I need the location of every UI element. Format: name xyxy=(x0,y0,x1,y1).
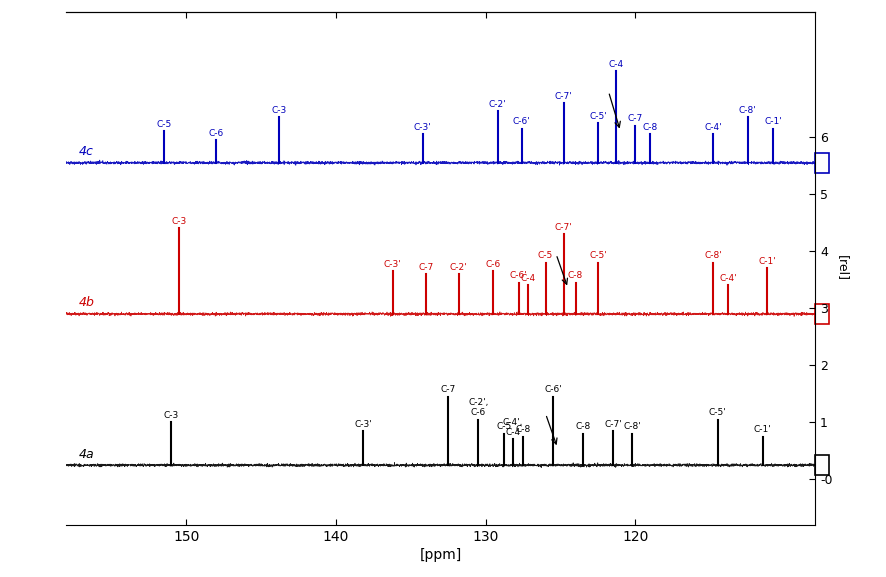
Text: C-3: C-3 xyxy=(271,106,287,115)
Text: C-7: C-7 xyxy=(628,114,643,123)
Text: C-4': C-4' xyxy=(704,123,722,132)
Text: C-5': C-5' xyxy=(709,409,727,417)
Text: C-7: C-7 xyxy=(440,385,456,395)
Text: C-7: C-7 xyxy=(418,263,433,272)
Text: C-2',
C-6: C-2', C-6 xyxy=(468,398,488,417)
Text: 4a: 4a xyxy=(79,448,94,460)
Bar xyxy=(815,153,828,173)
Text: C-2': C-2' xyxy=(489,100,507,109)
Text: C-8: C-8 xyxy=(516,425,531,434)
Text: C-4',
C-4: C-4', C-4 xyxy=(502,418,523,437)
Text: C-4': C-4' xyxy=(719,274,737,283)
Text: C-3: C-3 xyxy=(164,411,179,420)
Text: C-8: C-8 xyxy=(575,422,591,432)
Text: C-3: C-3 xyxy=(171,217,186,226)
Text: 4c: 4c xyxy=(79,145,93,158)
Text: C-1': C-1' xyxy=(765,117,782,126)
Text: C-6: C-6 xyxy=(208,129,224,138)
Text: C-5: C-5 xyxy=(156,120,171,129)
Bar xyxy=(815,455,828,475)
Text: C-3': C-3' xyxy=(354,419,372,429)
Text: C-3': C-3' xyxy=(414,123,431,132)
Text: C-2': C-2' xyxy=(450,263,468,272)
Text: C-6': C-6' xyxy=(509,271,527,280)
Text: C-8': C-8' xyxy=(739,106,757,115)
Text: 4b: 4b xyxy=(79,297,94,309)
Text: C-6': C-6' xyxy=(513,117,531,126)
X-axis label: [ppm]: [ppm] xyxy=(420,548,462,562)
Text: C-8': C-8' xyxy=(624,422,641,432)
Text: C-4: C-4 xyxy=(609,60,624,69)
Text: C-8: C-8 xyxy=(642,123,658,132)
Text: C-7': C-7' xyxy=(555,223,572,232)
Text: C-5': C-5' xyxy=(589,111,607,121)
Bar xyxy=(815,304,828,324)
Text: C-1': C-1' xyxy=(758,257,776,266)
Text: C-7': C-7' xyxy=(604,419,622,429)
Text: C-7': C-7' xyxy=(555,92,572,100)
Text: C-6': C-6' xyxy=(544,385,562,395)
Text: C-4: C-4 xyxy=(520,274,535,283)
Text: C-5: C-5 xyxy=(538,252,553,260)
Text: C-5: C-5 xyxy=(496,422,511,432)
Y-axis label: [rel]: [rel] xyxy=(836,255,849,282)
Text: C-1': C-1' xyxy=(754,425,772,434)
Text: C-8: C-8 xyxy=(568,271,583,280)
Text: C-3': C-3' xyxy=(384,260,401,269)
Text: C-6: C-6 xyxy=(486,260,501,269)
Text: C-5': C-5' xyxy=(589,252,607,260)
Text: C-8': C-8' xyxy=(704,252,722,260)
